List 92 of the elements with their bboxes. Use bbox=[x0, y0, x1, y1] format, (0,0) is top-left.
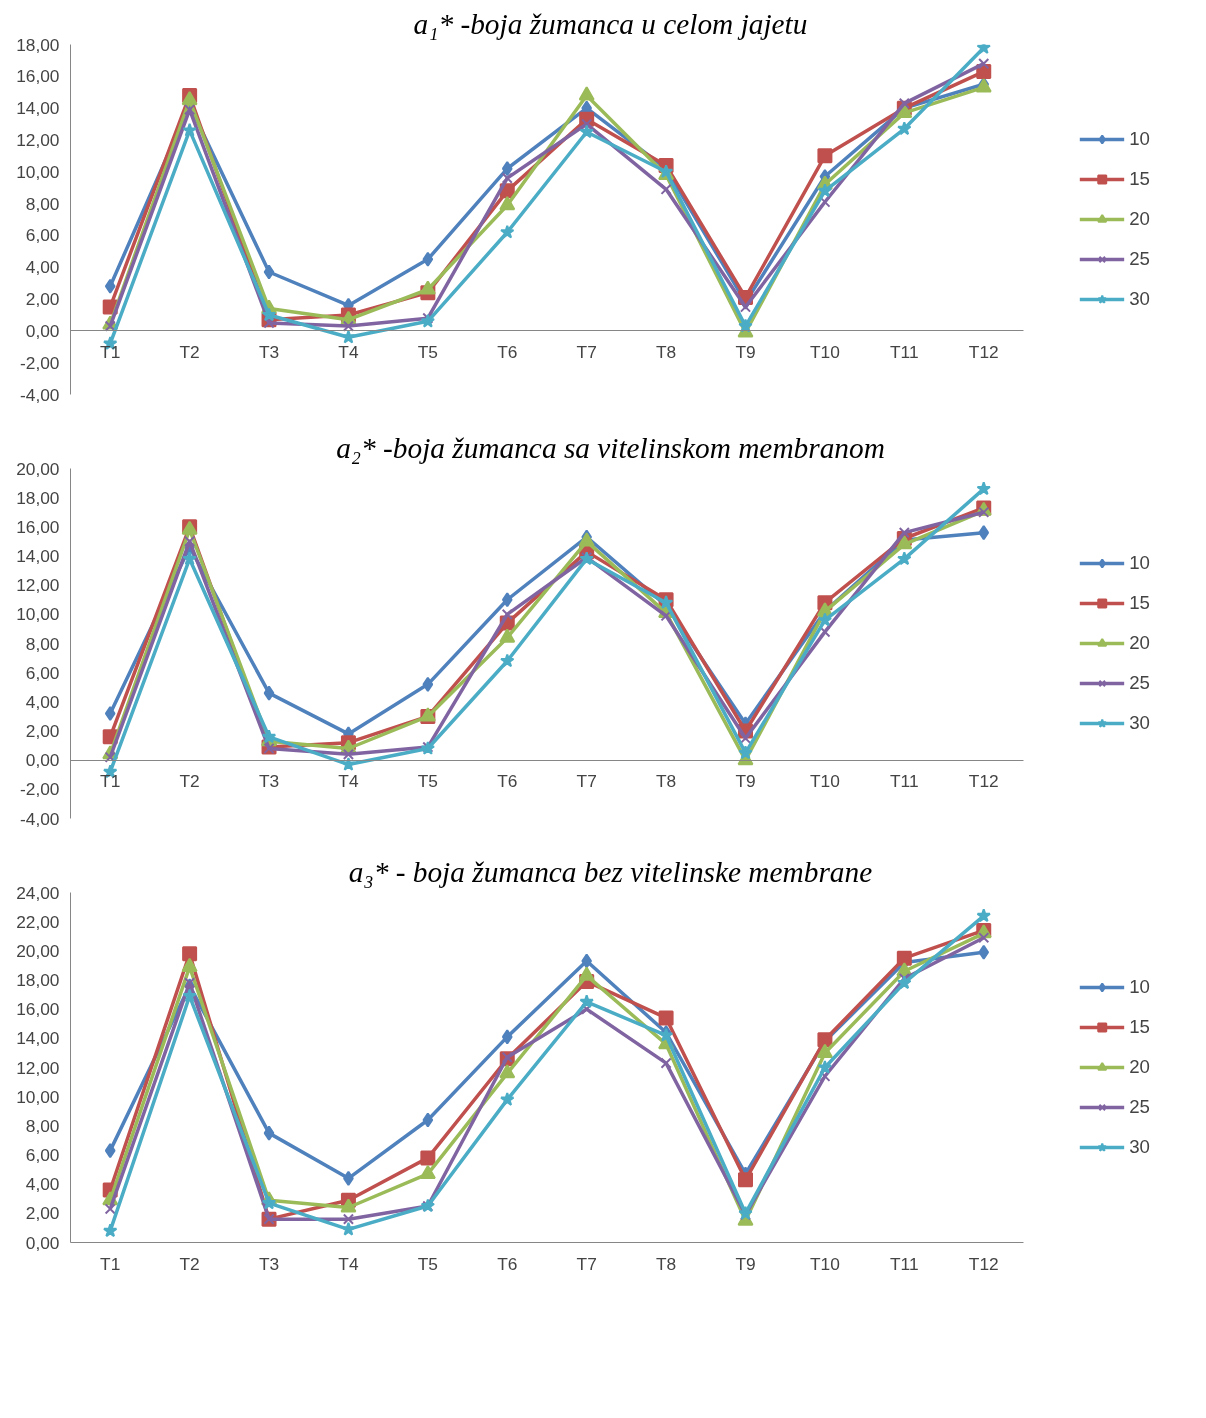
x-tick-label: T6 bbox=[497, 341, 518, 362]
y-tick-label: -4,00 bbox=[20, 384, 60, 405]
y-tick-label: 6,00 bbox=[25, 662, 60, 683]
x-tick-label: T8 bbox=[655, 771, 677, 792]
legend-label: 15 bbox=[1129, 168, 1150, 190]
legend-label: 30 bbox=[1129, 712, 1150, 734]
y-tick-label: 0,00 bbox=[25, 1232, 60, 1253]
y-tick-label: -2,00 bbox=[20, 352, 60, 373]
y-tick-label: 6,00 bbox=[25, 225, 60, 246]
x-tick-label: T5 bbox=[417, 771, 438, 792]
x-tick-label: T12 bbox=[968, 341, 999, 362]
y-tick-label: 6,00 bbox=[25, 1145, 60, 1165]
x-tick-label: T7 bbox=[576, 1253, 597, 1274]
y-tick-label: 24,00 bbox=[16, 882, 60, 903]
chart-title: a₁* -boja žumanca u celom jajetu bbox=[413, 7, 808, 40]
x-tick-label: T2 bbox=[179, 341, 200, 362]
y-tick-label: 14,00 bbox=[16, 98, 60, 119]
chart-title: a₂* -boja žumanca sa vitelinskom membranom bbox=[336, 431, 885, 464]
y-tick-label: 0,00 bbox=[25, 320, 60, 341]
legend-label: 15 bbox=[1129, 592, 1150, 614]
y-tick-label: -2,00 bbox=[20, 779, 60, 800]
y-tick-label: 10,00 bbox=[16, 604, 60, 625]
y-tick-label: 18,00 bbox=[16, 487, 60, 508]
x-tick-label: T12 bbox=[968, 771, 999, 792]
x-tick-label: T7 bbox=[576, 771, 597, 792]
x-tick-label: T1 bbox=[100, 341, 121, 362]
chart-title: a₃* - boja žumanca bez vitelinske membrane bbox=[348, 855, 873, 888]
y-tick-label: 12,00 bbox=[16, 129, 60, 150]
legend-label: 25 bbox=[1129, 248, 1150, 270]
y-tick-label: 12,00 bbox=[16, 1057, 60, 1078]
legend-label: 30 bbox=[1129, 288, 1150, 310]
x-tick-label: T11 bbox=[890, 341, 919, 362]
x-tick-label: T10 bbox=[809, 771, 840, 792]
legend-label: 25 bbox=[1129, 672, 1150, 694]
x-tick-label: T1 bbox=[100, 1253, 121, 1274]
y-tick-label: 2,00 bbox=[25, 721, 60, 741]
x-tick-label: T8 bbox=[655, 1253, 677, 1274]
y-tick-label: 16,00 bbox=[16, 66, 60, 87]
y-tick-label: 4,00 bbox=[25, 1174, 60, 1195]
x-tick-label: T2 bbox=[179, 771, 200, 792]
x-tick-label: T4 bbox=[338, 341, 359, 362]
y-tick-label: 14,00 bbox=[16, 546, 60, 566]
x-tick-label: T8 bbox=[655, 341, 677, 362]
y-tick-label: 0,00 bbox=[25, 750, 60, 771]
x-tick-label: T11 bbox=[890, 771, 919, 792]
legend-label: 10 bbox=[1129, 552, 1150, 574]
x-tick-label: T5 bbox=[417, 1253, 438, 1274]
y-tick-label: 4,00 bbox=[25, 691, 60, 712]
y-tick-label: 8,00 bbox=[25, 1115, 60, 1136]
x-tick-label: T3 bbox=[258, 1253, 280, 1274]
y-tick-label: 18,00 bbox=[16, 970, 60, 990]
x-tick-label: T2 bbox=[179, 1253, 200, 1274]
legend-label: 10 bbox=[1129, 128, 1150, 150]
legend-label: 15 bbox=[1129, 1016, 1150, 1038]
x-tick-label: T9 bbox=[735, 1253, 756, 1274]
x-tick-label: T10 bbox=[809, 341, 840, 362]
legend-label: 30 bbox=[1129, 1136, 1150, 1158]
y-tick-label: 16,00 bbox=[16, 999, 60, 1020]
legend-label: 20 bbox=[1129, 1056, 1150, 1078]
y-tick-label: 16,00 bbox=[16, 516, 60, 537]
y-tick-label: 8,00 bbox=[25, 633, 60, 654]
y-tick-label: 10,00 bbox=[16, 161, 60, 182]
x-tick-label: T9 bbox=[735, 771, 756, 792]
x-tick-label: T4 bbox=[338, 771, 359, 792]
x-tick-label: T10 bbox=[809, 1253, 840, 1274]
y-tick-label: 22,00 bbox=[16, 911, 60, 932]
legend-label: 20 bbox=[1129, 632, 1150, 654]
y-tick-label: 14,00 bbox=[16, 1028, 60, 1049]
x-tick-label: T11 bbox=[890, 1253, 919, 1274]
y-tick-label: 4,00 bbox=[25, 257, 60, 278]
x-tick-label: T5 bbox=[417, 341, 438, 362]
x-tick-label: T6 bbox=[497, 771, 518, 792]
y-tick-label: 8,00 bbox=[25, 193, 60, 214]
y-tick-label: 10,00 bbox=[16, 1086, 60, 1107]
y-tick-label: -4,00 bbox=[20, 808, 60, 829]
legend-label: 25 bbox=[1129, 1096, 1150, 1118]
x-tick-label: T3 bbox=[258, 771, 280, 792]
x-tick-label: T3 bbox=[258, 341, 280, 362]
y-tick-label: 18,00 bbox=[16, 34, 60, 55]
x-tick-label: T7 bbox=[576, 341, 597, 362]
x-tick-label: T1 bbox=[100, 771, 121, 792]
y-tick-label: 2,00 bbox=[25, 289, 60, 310]
y-tick-label: 2,00 bbox=[25, 1203, 60, 1224]
y-tick-label: 12,00 bbox=[16, 575, 60, 596]
y-tick-label: 20,00 bbox=[16, 940, 60, 961]
x-tick-label: T4 bbox=[338, 1253, 359, 1274]
y-tick-label: 20,00 bbox=[16, 458, 60, 479]
x-tick-label: T12 bbox=[968, 1253, 999, 1274]
legend-label: 20 bbox=[1129, 208, 1150, 230]
legend-label: 10 bbox=[1129, 976, 1150, 998]
x-tick-label: T6 bbox=[497, 1253, 518, 1274]
x-tick-label: T9 bbox=[735, 341, 756, 362]
